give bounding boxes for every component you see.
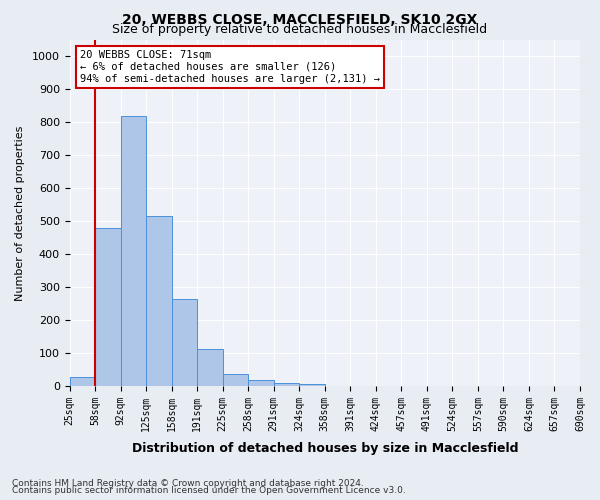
Text: 20 WEBBS CLOSE: 71sqm
← 6% of detached houses are smaller (126)
94% of semi-deta: 20 WEBBS CLOSE: 71sqm ← 6% of detached h… (80, 50, 380, 84)
Bar (299, 384, 325, 386)
Bar (172, 298, 197, 386)
X-axis label: Distribution of detached houses by size in Macclesfield: Distribution of detached houses by size … (131, 442, 518, 455)
Bar (146, 216, 172, 386)
Text: Size of property relative to detached houses in Macclesfield: Size of property relative to detached ho… (112, 22, 488, 36)
Bar (274, 384, 299, 386)
Bar (197, 349, 223, 386)
Text: Contains public sector information licensed under the Open Government Licence v3: Contains public sector information licen… (12, 486, 406, 495)
Bar (248, 380, 274, 386)
Text: 20, WEBBS CLOSE, MACCLESFIELD, SK10 2GX: 20, WEBBS CLOSE, MACCLESFIELD, SK10 2GX (122, 12, 478, 26)
Y-axis label: Number of detached properties: Number of detached properties (15, 126, 25, 300)
Bar (95, 228, 121, 386)
Bar (70, 376, 95, 386)
Bar (121, 116, 146, 386)
Bar (223, 374, 248, 386)
Text: Contains HM Land Registry data © Crown copyright and database right 2024.: Contains HM Land Registry data © Crown c… (12, 478, 364, 488)
